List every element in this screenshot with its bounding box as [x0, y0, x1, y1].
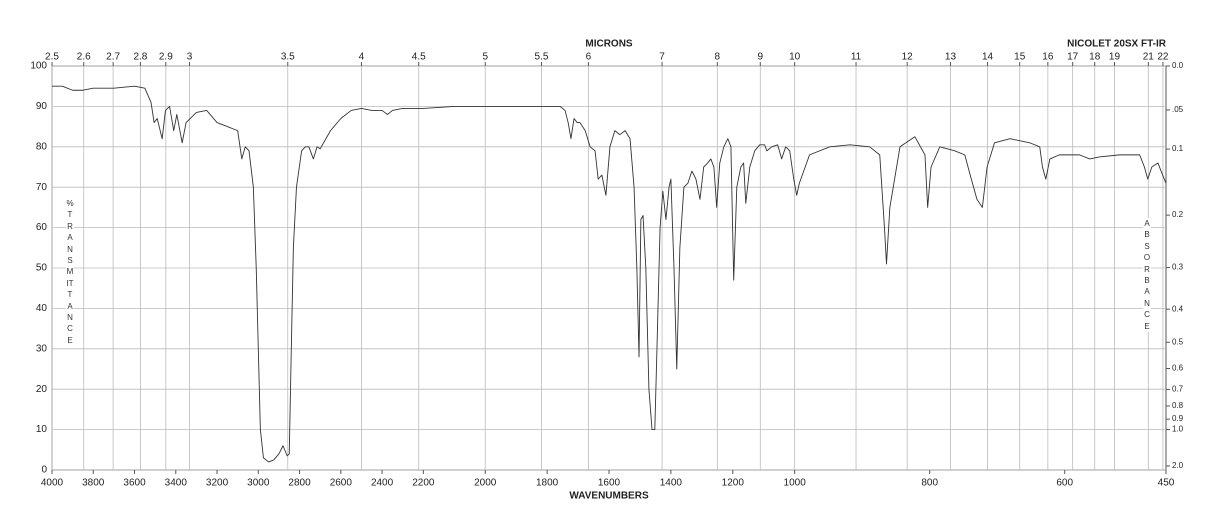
y2-tick-label: 0.3 [1172, 263, 1184, 272]
x-tick-label: 3800 [82, 478, 105, 489]
y2-tick-label: 0.0 [1172, 61, 1184, 70]
x2-tick-label: 19 [1109, 52, 1121, 63]
y2-tick-label: 0.7 [1172, 385, 1184, 394]
y-tick-label: 90 [36, 101, 48, 112]
y2-tick-label: 0.6 [1172, 364, 1184, 373]
y-tick-label: 30 [36, 343, 48, 354]
x-tick-label: 2000 [474, 478, 497, 489]
y2-tick-label: 0.2 [1172, 210, 1184, 219]
x-axis-title: WAVENUMBERS [569, 491, 649, 502]
y2-tick-label: 0.8 [1172, 401, 1184, 410]
x-tick-label: 800 [921, 478, 938, 489]
x-tick-label: 2400 [371, 478, 394, 489]
x2-tick-label: 2.8 [133, 52, 147, 63]
y-tick-label: 40 [36, 303, 48, 314]
spectrum-line [52, 85, 1167, 463]
x2-tick-label: 13 [945, 52, 957, 63]
x2-tick-label: 11 [851, 52, 862, 63]
x2-tick-label: 2.9 [159, 52, 173, 63]
x-tick-label: 3200 [206, 478, 229, 489]
x2-tick-label: 7 [659, 52, 665, 63]
y-tick-label: 50 [36, 263, 48, 274]
x2-tick-label: 16 [1042, 52, 1054, 63]
x-tick-label: 1400 [660, 478, 683, 489]
y-tick-label: 70 [36, 182, 48, 193]
y-tick-label: 20 [36, 384, 48, 395]
x2-tick-label: 22 [1157, 52, 1169, 63]
x2-tick-label: 6 [586, 52, 592, 63]
y2-tick-label: 1.0 [1172, 425, 1184, 434]
x2-tick-label: 9 [758, 52, 764, 63]
x2-tick-label: 2.6 [77, 52, 91, 63]
y2-tick-label: 0.1 [1172, 144, 1184, 153]
y-tick-label: 0 [41, 465, 47, 476]
instrument-label: NICOLET 20SX FT-IR [1067, 39, 1167, 50]
x2-tick-label: 3.5 [281, 52, 295, 63]
x2-tick-label: 4 [359, 52, 365, 63]
x-tick-label: 3600 [123, 478, 146, 489]
x-tick-label: 2800 [288, 478, 311, 489]
y2-tick-label: 0.5 [1172, 337, 1184, 346]
x2-tick-label: 21 [1143, 52, 1155, 63]
y2-tick-label: .05 [1172, 105, 1184, 114]
x2-tick-label: 2.5 [45, 52, 59, 63]
x2-tick-label: 15 [1014, 52, 1026, 63]
x2-tick-label: 3 [187, 52, 193, 63]
x2-tick-label: 10 [789, 52, 801, 63]
y-axis-title: %TRANSMITTANCE [66, 198, 74, 347]
y-tick-label: 100 [30, 61, 47, 72]
x-tick-label: 1800 [536, 478, 559, 489]
y2-axis-title: ABSORBANCE [1143, 218, 1151, 333]
x-tick-label: 3000 [247, 478, 270, 489]
y2-tick-label: 0.4 [1172, 304, 1184, 313]
x2-tick-label: 5.5 [535, 52, 549, 63]
x2-tick-label: 2.7 [106, 52, 120, 63]
x2-tick-label: 14 [982, 52, 994, 63]
x-tick-label: 1600 [598, 478, 621, 489]
x-tick-label: 1200 [722, 478, 745, 489]
y2-tick-label: 2.0 [1172, 461, 1184, 470]
x-tick-label: 1000 [784, 478, 807, 489]
x-tick-label: 2200 [412, 478, 435, 489]
x2-tick-label: 17 [1067, 52, 1079, 63]
x2-tick-label: 5 [482, 52, 488, 63]
y-tick-label: 60 [36, 222, 48, 233]
x2-tick-label: 18 [1089, 52, 1101, 63]
x-tick-label: 600 [1056, 478, 1073, 489]
x-tick-label: 450 [1158, 478, 1175, 489]
y-tick-label: 80 [36, 141, 48, 152]
x2-tick-label: 4.5 [412, 52, 426, 63]
x-tick-label: 4000 [41, 478, 64, 489]
x2-tick-label: 8 [715, 52, 721, 63]
x2-tick-label: 12 [902, 52, 914, 63]
x2-axis-title: MICRONS [585, 39, 633, 50]
x-tick-label: 3400 [165, 478, 188, 489]
y2-tick-label: 0.9 [1172, 414, 1184, 423]
y-tick-label: 10 [36, 424, 48, 435]
x-tick-label: 2600 [330, 478, 353, 489]
